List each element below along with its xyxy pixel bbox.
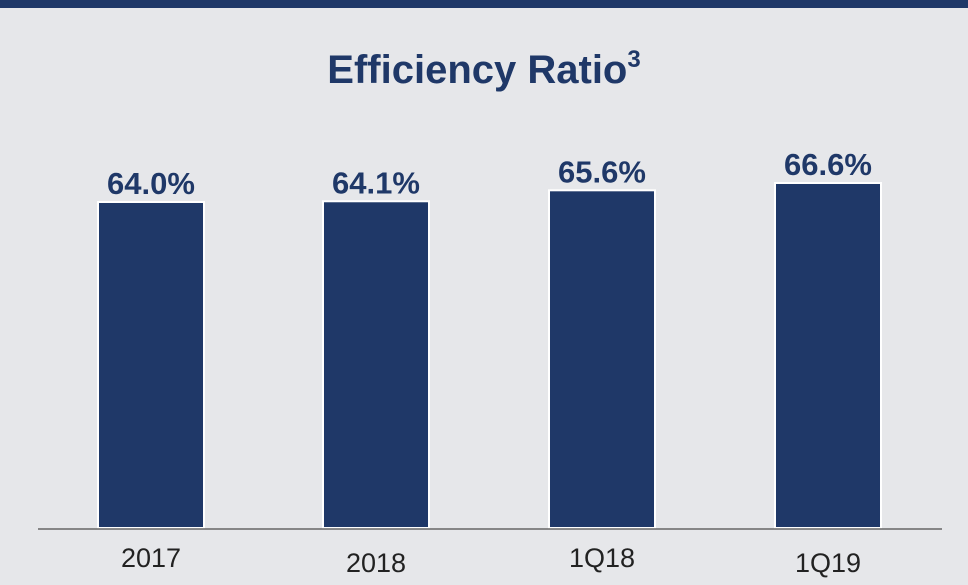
tick-label-1q18: 1Q18 bbox=[569, 543, 635, 573]
bar-2017 bbox=[97, 201, 205, 529]
data-label-1q18: 65.6% bbox=[558, 154, 646, 189]
chart-title-text: Efficiency Ratio bbox=[327, 48, 628, 92]
chart-title: Efficiency Ratio3 bbox=[0, 44, 968, 102]
data-label-group: 64.0% 64.1% 65.6% 66.6% bbox=[107, 147, 872, 201]
tick-label-2018: 2018 bbox=[346, 548, 406, 578]
bar-group bbox=[97, 182, 882, 530]
tick-label-2017: 2017 bbox=[121, 543, 181, 573]
data-label-2017: 64.0% bbox=[107, 166, 195, 201]
bar-1q19 bbox=[774, 182, 882, 529]
bar-2018 bbox=[322, 200, 430, 529]
bar-1q18 bbox=[548, 189, 656, 530]
data-label-2018: 64.1% bbox=[332, 165, 420, 200]
tick-label-1q19: 1Q19 bbox=[795, 548, 861, 578]
top-rule bbox=[0, 0, 968, 8]
chart-title-footnote: 3 bbox=[627, 46, 641, 73]
data-label-1q19: 66.6% bbox=[784, 147, 872, 182]
tick-label-group: 2017 2018 1Q18 1Q19 bbox=[121, 543, 861, 578]
